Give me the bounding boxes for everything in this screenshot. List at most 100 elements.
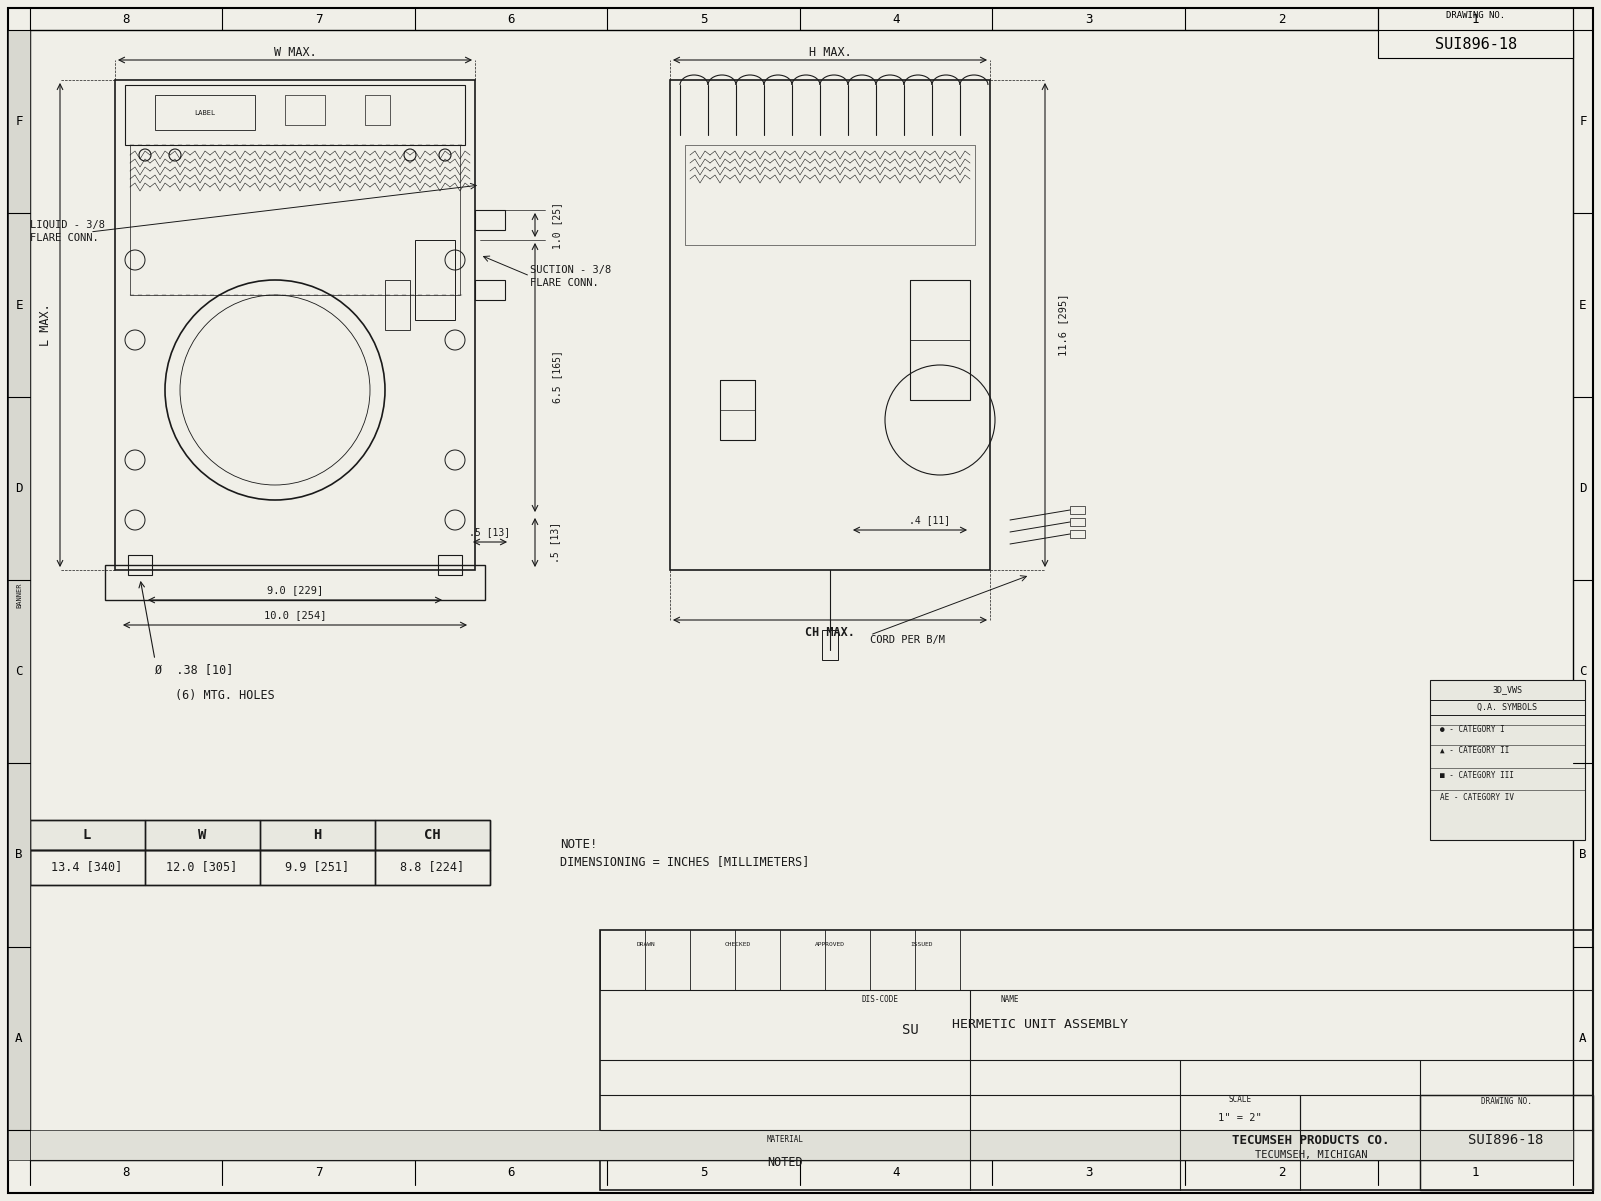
Text: 2: 2 bbox=[1278, 1165, 1286, 1178]
Text: L: L bbox=[83, 827, 91, 842]
Text: 6.5 [165]: 6.5 [165] bbox=[552, 351, 562, 404]
Bar bbox=[1420, 1095, 1593, 1190]
Text: 8: 8 bbox=[122, 12, 130, 25]
Text: DIS-CODE: DIS-CODE bbox=[861, 996, 898, 1004]
Bar bbox=[365, 95, 391, 125]
Bar bbox=[909, 280, 970, 400]
Bar bbox=[125, 85, 464, 145]
Text: 1: 1 bbox=[1471, 12, 1479, 25]
Bar bbox=[146, 820, 259, 850]
Bar bbox=[669, 80, 989, 570]
Text: NOTED: NOTED bbox=[767, 1155, 802, 1169]
Bar bbox=[146, 850, 259, 885]
Bar bbox=[130, 145, 459, 295]
Text: 7: 7 bbox=[315, 12, 322, 25]
Bar bbox=[375, 820, 490, 850]
Text: ▲ - CATEGORY II: ▲ - CATEGORY II bbox=[1439, 746, 1510, 754]
Text: L MAX.: L MAX. bbox=[38, 304, 51, 346]
Text: W MAX.: W MAX. bbox=[274, 46, 317, 59]
Bar bbox=[1378, 8, 1574, 58]
Text: LABEL: LABEL bbox=[194, 110, 216, 116]
Bar bbox=[1069, 518, 1085, 526]
Text: H MAX.: H MAX. bbox=[809, 46, 852, 59]
Text: HERMETIC UNIT ASSEMBLY: HERMETIC UNIT ASSEMBLY bbox=[953, 1018, 1129, 1032]
Bar bbox=[384, 280, 410, 330]
Bar bbox=[1069, 530, 1085, 538]
Text: C: C bbox=[1579, 665, 1587, 679]
Bar bbox=[720, 380, 756, 410]
Text: SUI896-18: SUI896-18 bbox=[1434, 36, 1518, 52]
Text: C: C bbox=[16, 665, 22, 679]
Text: 4: 4 bbox=[892, 1165, 900, 1178]
Bar bbox=[685, 145, 975, 245]
Text: SCALE: SCALE bbox=[1228, 1095, 1252, 1105]
Text: APPROVED: APPROVED bbox=[815, 943, 845, 948]
Text: 8.8 [224]: 8.8 [224] bbox=[400, 860, 464, 873]
Bar bbox=[475, 210, 504, 231]
Text: ● - CATEGORY I: ● - CATEGORY I bbox=[1439, 725, 1505, 735]
Text: AE - CATEGORY IV: AE - CATEGORY IV bbox=[1439, 794, 1515, 802]
Text: ISSUED: ISSUED bbox=[911, 943, 933, 948]
Text: D: D bbox=[16, 482, 22, 495]
Text: SU: SU bbox=[901, 1023, 919, 1036]
Text: DRAWING NO.: DRAWING NO. bbox=[1481, 1098, 1532, 1106]
Bar bbox=[1430, 680, 1585, 839]
Text: 2: 2 bbox=[1278, 12, 1286, 25]
Text: 5: 5 bbox=[700, 12, 708, 25]
Text: H: H bbox=[312, 827, 322, 842]
Text: SUCTION - 3/8: SUCTION - 3/8 bbox=[530, 265, 612, 275]
Text: 11.6 [295]: 11.6 [295] bbox=[1058, 294, 1068, 357]
Bar bbox=[821, 631, 837, 661]
Text: 6: 6 bbox=[508, 12, 516, 25]
Text: F: F bbox=[16, 115, 22, 129]
Text: 3: 3 bbox=[1085, 1165, 1092, 1178]
Text: DRAWN: DRAWN bbox=[637, 943, 655, 948]
Text: 12.0 [305]: 12.0 [305] bbox=[167, 860, 237, 873]
Text: DIMENSIONING = INCHES [MILLIMETERS]: DIMENSIONING = INCHES [MILLIMETERS] bbox=[560, 855, 810, 868]
Bar bbox=[475, 280, 504, 300]
Text: E: E bbox=[16, 299, 22, 311]
Text: 1" = 2": 1" = 2" bbox=[1218, 1113, 1262, 1123]
Text: DRAWING NO.: DRAWING NO. bbox=[1446, 11, 1505, 19]
Text: .4 [11]: .4 [11] bbox=[909, 515, 951, 525]
Text: 10.0 [254]: 10.0 [254] bbox=[264, 610, 327, 620]
Text: B: B bbox=[1579, 848, 1587, 861]
Bar bbox=[720, 380, 756, 440]
Text: 3: 3 bbox=[1085, 12, 1092, 25]
Bar bbox=[375, 850, 490, 885]
Bar bbox=[106, 564, 485, 600]
Text: CH MAX.: CH MAX. bbox=[805, 626, 855, 639]
Bar bbox=[285, 95, 325, 125]
Bar bbox=[30, 1130, 1574, 1160]
Bar bbox=[128, 555, 152, 575]
Text: 1: 1 bbox=[1471, 1165, 1479, 1178]
Text: ■ - CATEGORY III: ■ - CATEGORY III bbox=[1439, 771, 1515, 779]
Text: TECUMSEH PRODUCTS CO.: TECUMSEH PRODUCTS CO. bbox=[1233, 1134, 1390, 1147]
Text: F: F bbox=[1579, 115, 1587, 129]
Text: A: A bbox=[16, 1032, 22, 1045]
Text: 6: 6 bbox=[508, 1165, 516, 1178]
Text: BANNER: BANNER bbox=[16, 582, 22, 608]
Text: (6) MTG. HOLES: (6) MTG. HOLES bbox=[175, 688, 275, 701]
Text: D: D bbox=[1579, 482, 1587, 495]
Bar bbox=[439, 555, 463, 575]
Bar bbox=[259, 820, 375, 850]
Text: 1.0 [25]: 1.0 [25] bbox=[552, 202, 562, 249]
Text: 9.0 [229]: 9.0 [229] bbox=[267, 585, 323, 594]
Bar bbox=[30, 820, 146, 850]
Bar bbox=[415, 240, 455, 319]
Text: 5: 5 bbox=[700, 1165, 708, 1178]
Text: 8: 8 bbox=[122, 1165, 130, 1178]
Text: 3D_VWS: 3D_VWS bbox=[1492, 686, 1523, 694]
Text: 13.4 [340]: 13.4 [340] bbox=[51, 860, 123, 873]
Text: FLARE CONN.: FLARE CONN. bbox=[530, 277, 599, 288]
Bar bbox=[600, 930, 1593, 1190]
Text: CHECKED: CHECKED bbox=[725, 943, 751, 948]
Text: TECUMSEH, MICHIGAN: TECUMSEH, MICHIGAN bbox=[1255, 1151, 1367, 1160]
Text: CH: CH bbox=[424, 827, 440, 842]
Bar bbox=[8, 30, 30, 1160]
Text: NOTE!: NOTE! bbox=[560, 838, 597, 852]
Text: 9.9 [251]: 9.9 [251] bbox=[285, 860, 349, 873]
Bar bbox=[1069, 506, 1085, 514]
Bar bbox=[115, 80, 475, 570]
